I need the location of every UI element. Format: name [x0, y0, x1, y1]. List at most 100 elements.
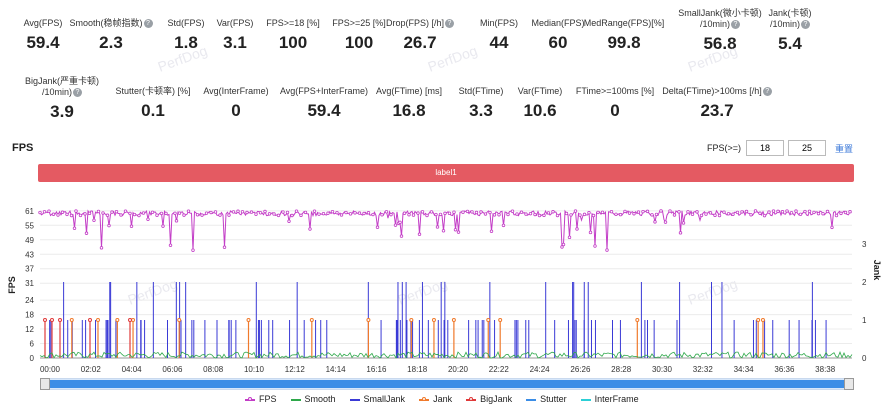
- fps-point: [74, 209, 78, 213]
- fps-point: [249, 210, 254, 214]
- stat-5: FPS>=25 [%] 100: [299, 18, 419, 53]
- help-icon[interactable]: ?: [762, 87, 772, 97]
- fps-point: [236, 209, 240, 213]
- fps-point: [653, 220, 657, 224]
- y-tick-label: 0: [30, 354, 35, 363]
- fps-point: [245, 210, 249, 215]
- fps-point: [636, 210, 641, 214]
- fps-point: [254, 212, 258, 216]
- stat-label-2: /10min): [769, 19, 800, 29]
- stat-value: 44: [489, 33, 509, 52]
- fps-point: [69, 213, 74, 218]
- scrollbar-range[interactable]: [49, 380, 845, 388]
- help-icon[interactable]: ?: [143, 19, 153, 29]
- legend-item[interactable]: Smooth: [290, 394, 336, 404]
- y-tick-label: 12: [25, 325, 34, 334]
- legend-item[interactable]: BigJank: [466, 394, 512, 404]
- fps-point: [605, 248, 609, 252]
- x-tick-label: 28:28: [611, 365, 632, 374]
- help-icon[interactable]: ?: [731, 20, 740, 30]
- fps-point: [105, 213, 110, 217]
- fps-point: [344, 210, 348, 215]
- x-tick-label: 34:34: [734, 365, 755, 374]
- bigjank-point: [88, 318, 92, 322]
- fps-point: [357, 211, 362, 215]
- x-tick-label: 04:04: [122, 365, 143, 374]
- fps-point: [672, 213, 677, 217]
- fps-point: [713, 213, 717, 218]
- fps-point: [285, 210, 290, 215]
- legend-item[interactable]: InterFrame: [580, 394, 639, 404]
- fps-point: [443, 211, 447, 216]
- fps-point: [812, 210, 816, 215]
- fps-point: [506, 212, 510, 217]
- jank-point: [635, 318, 640, 322]
- fps-point: [375, 225, 380, 229]
- fps-point: [174, 219, 179, 223]
- watermark: PerfDog: [686, 275, 740, 308]
- fps-point: [128, 211, 132, 216]
- bigjank-point: [50, 318, 54, 322]
- fps-point: [461, 210, 465, 214]
- help-icon[interactable]: ?: [445, 19, 454, 29]
- legend-swatch: [290, 398, 301, 401]
- fps-point: [749, 213, 753, 217]
- fps-point: [735, 210, 740, 215]
- threshold-input-1[interactable]: [746, 140, 784, 156]
- fps-point: [489, 229, 494, 233]
- fps-point: [609, 209, 614, 214]
- fps-point: [600, 210, 605, 215]
- fps-point: [794, 209, 798, 213]
- fps-point: [560, 245, 564, 249]
- fps-point: [177, 211, 182, 215]
- jank-point: [486, 318, 491, 322]
- threshold-label: FPS(>=): [707, 143, 742, 153]
- fps-point: [839, 211, 843, 216]
- timeline-scrollbar[interactable]: [40, 378, 854, 390]
- chart-legend: FPS Smooth SmallJank Jank BigJank Stutter Inte…: [245, 394, 653, 404]
- fps-point: [830, 225, 834, 230]
- legend-item[interactable]: FPS: [245, 394, 277, 404]
- fps-point: [168, 243, 173, 247]
- stat-value: 23.7: [700, 101, 734, 120]
- fps-point: [407, 213, 411, 217]
- stat-14: Avg(InterFrame) 0: [176, 86, 296, 121]
- fps-point: [593, 244, 597, 248]
- scroll-handle-right[interactable]: [844, 378, 854, 390]
- fps-point: [389, 212, 393, 217]
- fps-point: [384, 210, 389, 214]
- fps-point: [465, 209, 470, 214]
- label-bar[interactable]: label1: [38, 164, 854, 182]
- fps-point: [371, 212, 375, 217]
- stat-label: Var(FTime): [517, 86, 563, 96]
- threshold-input-2[interactable]: [788, 140, 826, 156]
- fps-point: [348, 212, 353, 216]
- reset-button[interactable]: 重置: [835, 144, 854, 154]
- fps-point: [72, 226, 77, 230]
- stat-6: Drop(FPS) [/h]? 26.7: [360, 18, 480, 53]
- stat-value: 100: [278, 33, 308, 52]
- stat-label-2: /10min): [699, 19, 730, 29]
- jank-point: [246, 318, 251, 322]
- help-icon[interactable]: ?: [73, 88, 82, 98]
- stat-15: Avg(FPS+InterFrame) 59.4: [264, 86, 384, 121]
- stat-value: 3.3: [469, 101, 493, 120]
- fps-point: [438, 212, 443, 217]
- legend-item[interactable]: Jank: [419, 394, 452, 404]
- fps-point: [429, 210, 434, 214]
- legend-item[interactable]: Stutter: [526, 394, 567, 404]
- x-tick-label: 06:06: [162, 365, 183, 374]
- fps-point: [87, 211, 92, 216]
- stat-label: BigJank(严重卡顿): [24, 76, 99, 86]
- fps-point: [816, 211, 821, 216]
- fps-point: [780, 210, 785, 214]
- fps-point: [399, 234, 404, 238]
- legend-item[interactable]: SmallJank: [349, 394, 405, 404]
- stat-label: Delta(FTime)>100ms [/h]: [662, 86, 762, 96]
- help-icon[interactable]: ?: [801, 20, 810, 30]
- y-tick-label: 24: [25, 296, 34, 305]
- watermark: PerfDog: [426, 42, 480, 75]
- x-tick-label: 12:12: [285, 365, 306, 374]
- scroll-handle-left[interactable]: [40, 378, 50, 390]
